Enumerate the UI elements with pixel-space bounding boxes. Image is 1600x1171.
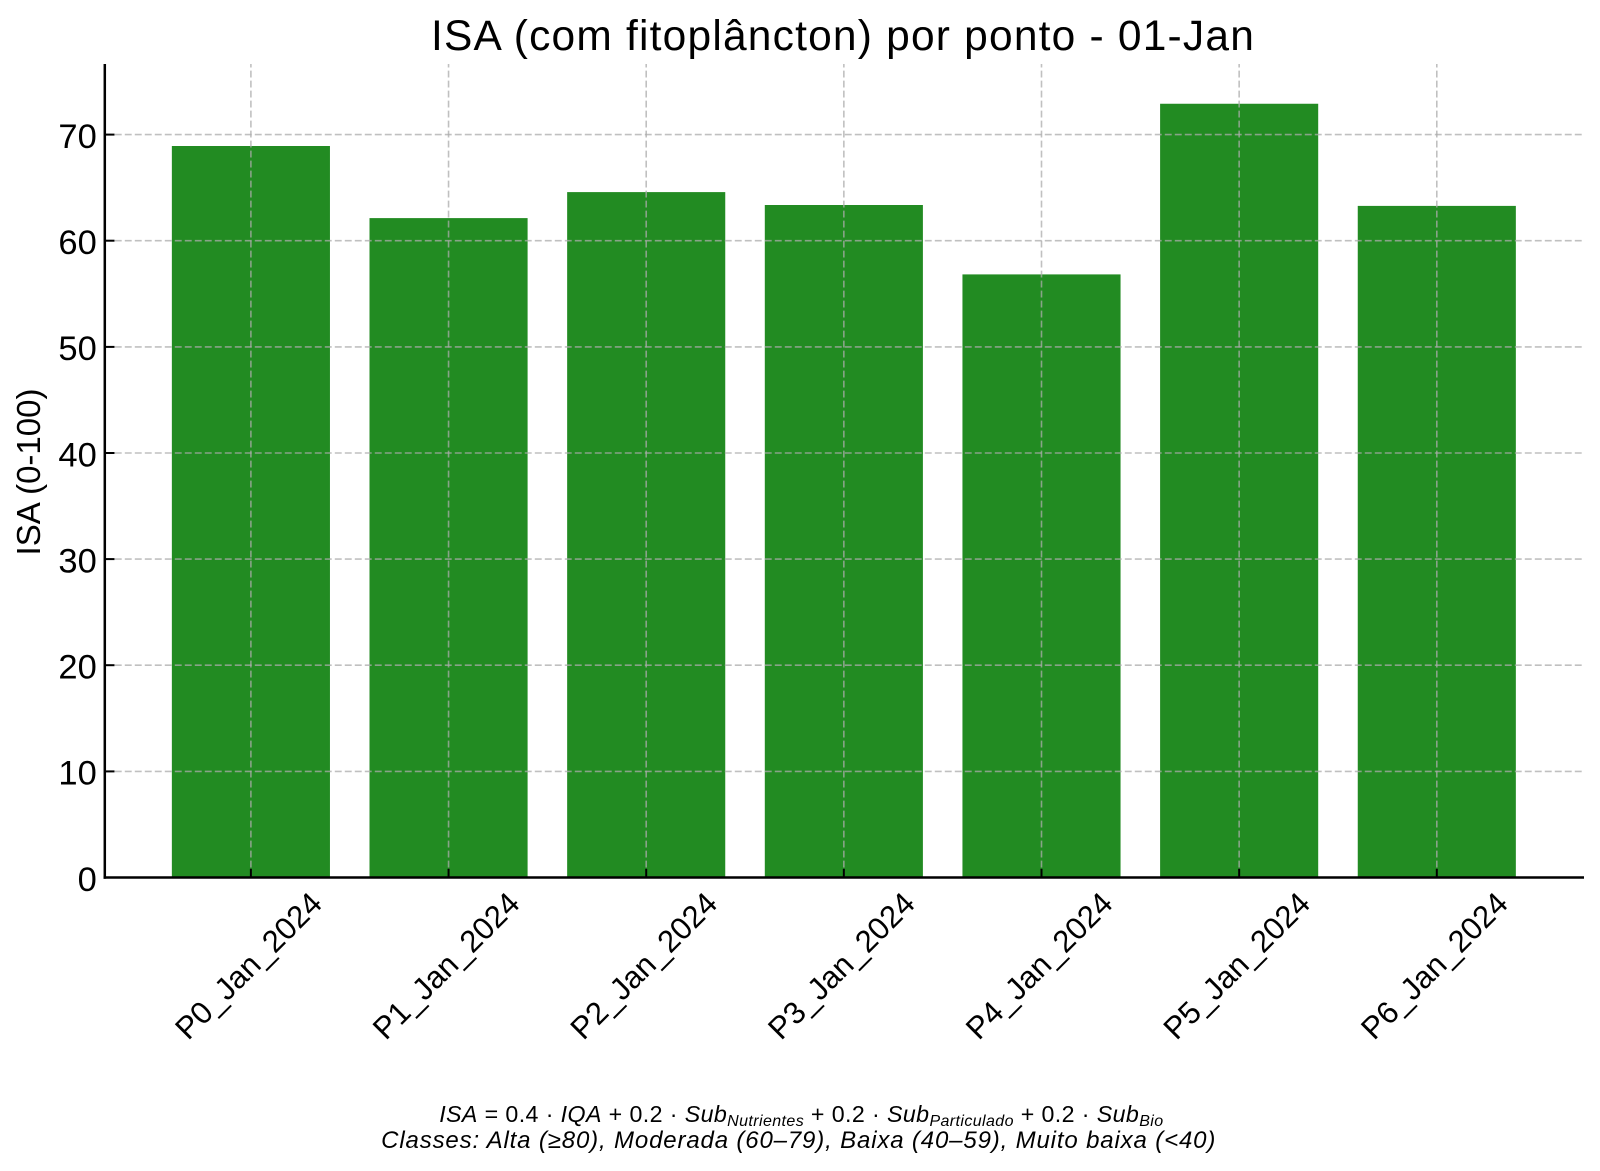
svg-text:70: 70 <box>58 118 96 156</box>
svg-text:Classes: Alta (≥80), Moderada: Classes: Alta (≥80), Moderada (60–79), B… <box>381 1127 1216 1154</box>
svg-text:ISA (0-100): ISA (0-100) <box>10 389 47 556</box>
svg-text:50: 50 <box>58 330 96 368</box>
svg-text:10: 10 <box>58 755 96 793</box>
svg-text:30: 30 <box>58 542 96 580</box>
svg-text:40: 40 <box>58 436 96 474</box>
svg-text:20: 20 <box>58 649 96 687</box>
svg-text:ISA (com fitoplâncton) por pon: ISA (com fitoplâncton) por ponto - 01-Ja… <box>431 13 1255 60</box>
svg-text:60: 60 <box>58 224 96 262</box>
svg-text:0: 0 <box>78 861 97 899</box>
